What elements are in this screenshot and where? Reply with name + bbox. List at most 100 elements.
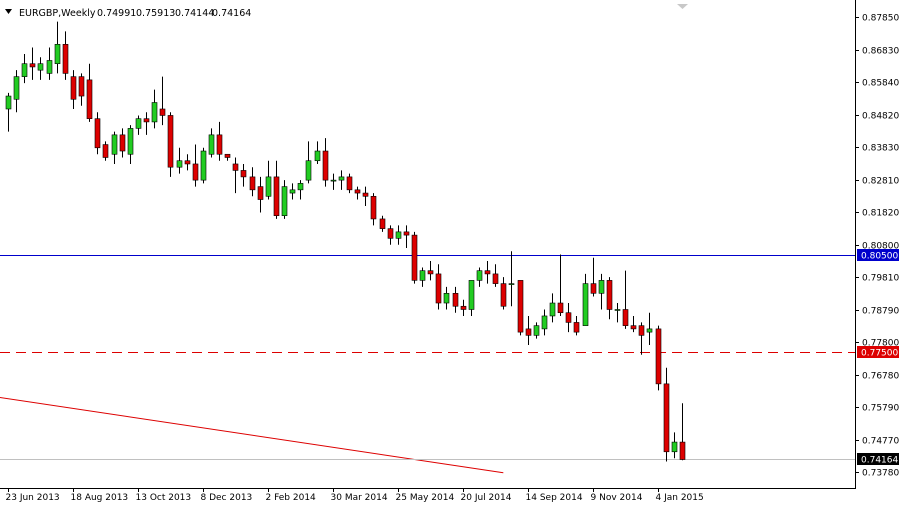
scroll-marker-icon[interactable]: [677, 4, 688, 9]
candle-bear: [70, 76, 77, 100]
price-badges: 0.80500 0.77500 0.74164: [857, 249, 899, 466]
symbol-dropdown-icon[interactable]: [5, 9, 12, 14]
price-tick-label: 0.78790: [862, 307, 899, 317]
price-tick-label: 0.83830: [862, 144, 899, 154]
candle-bear: [257, 186, 264, 200]
candle-bear: [573, 322, 580, 333]
candle-bull: [598, 280, 605, 294]
candle-bear: [460, 305, 467, 310]
candle-bull: [305, 160, 312, 181]
candle-bull: [135, 118, 142, 129]
candle-bull: [208, 134, 215, 155]
current-price-badge-label: 0.74164: [861, 456, 898, 466]
candle-bull: [176, 160, 183, 168]
candle-bear: [379, 218, 386, 229]
candle-bear: [362, 192, 369, 197]
time-tick-label: 4 Jan 2015: [656, 493, 704, 503]
candle-bear: [346, 176, 353, 191]
time-tick-label: 18 Aug 2013: [71, 493, 129, 503]
candle-bull: [297, 183, 304, 191]
candle-bull: [54, 44, 61, 65]
candle-bear: [224, 153, 231, 158]
current-price-badge: [857, 453, 899, 465]
ohlc-close: 0.74164: [212, 8, 251, 19]
ohlc-high: 0.75913: [136, 8, 175, 19]
time-tick-label: 30 Mar 2014: [331, 493, 388, 503]
candle-bull: [508, 283, 515, 285]
time-tick-label: 23 Jun 2013: [6, 493, 60, 503]
candle-bear: [655, 328, 662, 385]
candle-bull: [21, 63, 28, 77]
candle-bull: [281, 186, 288, 217]
candle-bull: [13, 76, 20, 100]
candle-bull: [443, 293, 450, 304]
candle-bull: [338, 176, 345, 181]
candle-bear: [638, 325, 645, 336]
candle-bull: [46, 60, 53, 74]
candle-bear: [354, 189, 361, 194]
time-tick-label: 14 Sep 2014: [526, 493, 583, 503]
candle-bear: [411, 234, 418, 281]
candle-bull: [582, 283, 589, 326]
candle-bear: [192, 163, 199, 181]
candle-bear: [387, 228, 394, 239]
candle-bull: [37, 63, 44, 71]
candle-bear: [500, 283, 507, 307]
candle-bull: [330, 179, 337, 182]
price-tick-label: 0.73780: [862, 469, 899, 479]
candle-bull: [533, 325, 540, 336]
candle-bull: [419, 270, 426, 281]
level-price-badge-label: 0.80500: [861, 252, 898, 262]
candle-bear: [492, 273, 499, 284]
price-tick-label: 0.75790: [862, 404, 899, 414]
price-tick-label: 0.87850: [862, 14, 899, 24]
candle-bear: [663, 383, 670, 453]
candle-bear: [62, 44, 69, 74]
candle-bear: [517, 280, 524, 333]
candle-bear: [452, 293, 459, 307]
candle-bull: [468, 280, 475, 310]
time-axis-ticks: 23 Jun 2013 18 Aug 2013 13 Oct 2013 8 Dec 2…: [6, 488, 704, 503]
candle-bull: [671, 441, 678, 453]
ohlc-low: 0.74144: [175, 8, 214, 19]
candle-bull: [314, 150, 321, 162]
candle-bear: [679, 441, 686, 460]
price-tick-label: 0.80800: [862, 242, 899, 252]
candle-bear: [240, 170, 247, 178]
price-tick-label: 0.86830: [862, 47, 899, 57]
candle-bear: [565, 312, 572, 323]
candle-bear: [78, 76, 85, 97]
price-tick-label: 0.81820: [862, 209, 899, 219]
candle-bear: [606, 280, 613, 310]
candle-bear: [29, 63, 36, 68]
symbol-label: EURGBP,Weekly: [19, 8, 96, 19]
trend-line: [0, 396, 504, 474]
candle-bull: [541, 315, 548, 330]
price-axis-ticks: 0.87850 0.86830 0.85840 0.84820 0.83830 0.828…: [855, 14, 899, 479]
candle-bull: [111, 134, 118, 155]
candle-bear: [630, 325, 637, 330]
candle-bear: [370, 195, 377, 220]
candle-bear: [86, 79, 93, 119]
candle-bear: [525, 328, 532, 336]
candle-bull: [549, 302, 556, 317]
candle-bear: [143, 118, 150, 123]
level-price-badge-label: 0.77500: [861, 349, 898, 359]
candle-bear: [184, 160, 191, 165]
candle-bear: [622, 309, 629, 326]
reference-lines: [0, 255, 855, 474]
candle-bear: [159, 108, 166, 116]
candle-bear: [484, 270, 491, 275]
level-price-badge: [857, 249, 899, 261]
time-tick-label: 13 Oct 2013: [136, 493, 192, 503]
candle-bear: [557, 302, 564, 314]
candle-bull: [151, 102, 158, 123]
candle-bull: [614, 309, 621, 311]
candle-bear: [216, 134, 223, 155]
time-tick-label: 2 Feb 2014: [266, 493, 317, 503]
candle-bear: [167, 115, 174, 168]
price-tick-label: 0.84820: [862, 112, 899, 122]
candle-bear: [119, 134, 126, 152]
